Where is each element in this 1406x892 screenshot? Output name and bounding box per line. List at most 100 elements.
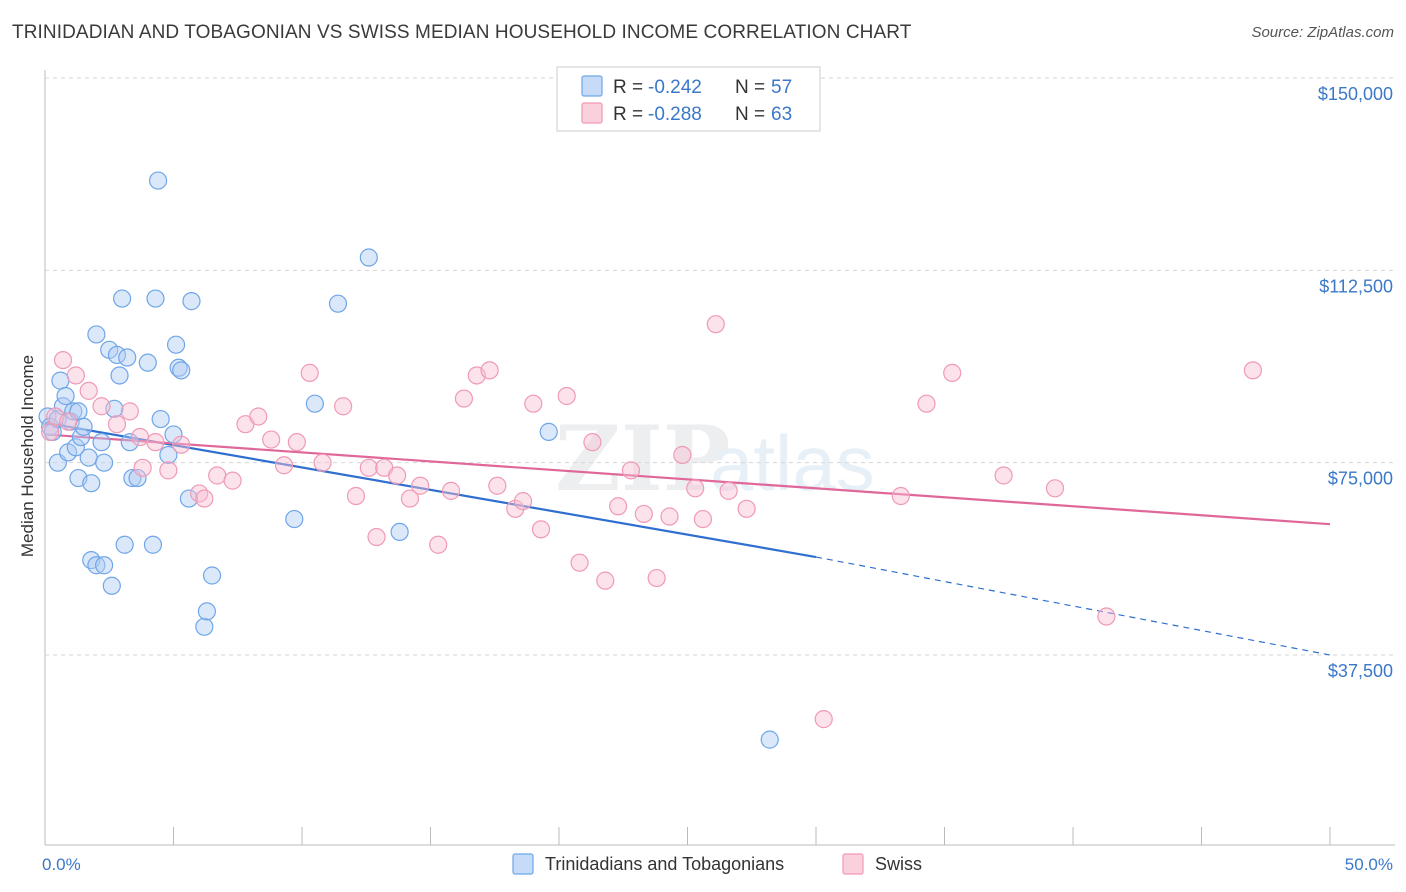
- swiss-point-30: [387, 466, 407, 485]
- swiss-point-57: [737, 499, 756, 518]
- legend-n-label-1: N =: [735, 77, 765, 98]
- swiss-point-42: [531, 520, 551, 539]
- swiss-point-24: [313, 453, 332, 472]
- trinidadian-point-54: [390, 522, 409, 542]
- trinidadian-point-22: [95, 556, 114, 575]
- swiss-point-50: [647, 568, 666, 588]
- y-tick-label-37500: $37,500: [1328, 661, 1393, 681]
- trinidadian-point-37: [146, 289, 165, 308]
- swiss-point-53: [686, 479, 705, 498]
- trinidadian-point-21: [92, 433, 111, 452]
- swiss-point-45: [583, 433, 602, 452]
- trinidadian-point-15: [74, 417, 93, 436]
- legend-r-value-2: -0.288: [648, 104, 702, 125]
- swiss-point-26: [346, 486, 366, 506]
- swiss-point-63: [1045, 479, 1065, 498]
- series-legend-label-swiss: Swiss: [875, 854, 922, 874]
- legend-r-value-1: -0.242: [648, 77, 702, 98]
- y-axis-label: Median Household Income: [18, 355, 37, 557]
- swiss-point-2: [53, 350, 73, 370]
- legend-swatch-trinidadian: [581, 75, 603, 97]
- trinidadian-point-49: [202, 566, 222, 585]
- trinidadian-point-50: [285, 509, 304, 529]
- data-points: [38, 171, 1263, 749]
- swiss-point-55: [706, 315, 725, 334]
- swiss-point-59: [891, 486, 910, 506]
- swiss-point-52: [673, 445, 692, 465]
- swiss-point-60: [917, 394, 936, 413]
- swiss-point-21: [274, 456, 294, 475]
- trinidadian-point-45: [179, 489, 199, 508]
- swiss-point-23: [300, 363, 319, 383]
- legend-r-label-1: R =: [613, 77, 643, 98]
- swiss-point-56: [719, 481, 738, 500]
- swiss-point-8: [120, 402, 139, 421]
- trinidadian-point-47: [195, 617, 214, 636]
- swiss-point-19: [249, 407, 268, 426]
- x-tick-label-min: 0.0%: [42, 855, 81, 874]
- swiss-point-43: [557, 386, 576, 406]
- gridlines: [45, 77, 1395, 656]
- swiss-point-34: [441, 481, 461, 500]
- trinidadian-point-42: [166, 335, 186, 354]
- swiss-point-7: [107, 415, 127, 434]
- trinidadian-point-23: [95, 453, 114, 472]
- swiss-point-65: [1243, 361, 1263, 380]
- swiss-point-37: [480, 361, 499, 380]
- swiss-point-27: [359, 458, 378, 477]
- swiss-point-12: [159, 461, 178, 480]
- trinidadian-point-43: [169, 358, 188, 377]
- trinidadian-point-52: [328, 294, 348, 313]
- swiss-point-40: [513, 492, 533, 511]
- trinidadian-point-5: [51, 371, 70, 390]
- trinidadian-point-53: [359, 248, 378, 267]
- legend-n-value-1: 57: [771, 77, 792, 98]
- trinidadian-point-40: [159, 445, 178, 465]
- trinidadian-point-51: [305, 394, 324, 413]
- trinidadian-point-19: [87, 556, 106, 575]
- swiss-point-6: [92, 397, 111, 416]
- trend-lines: [44, 421, 1331, 656]
- chart-title: TRINIDADIAN AND TOBAGONIAN VS SWISS MEDI…: [12, 22, 912, 43]
- trinidadian-point-35: [138, 353, 157, 372]
- swiss-point-10: [133, 458, 152, 477]
- swiss-point-64: [1097, 607, 1116, 626]
- y-tick-label-112500: $112,500: [1319, 276, 1393, 296]
- swiss-point-14: [190, 484, 209, 503]
- swiss-point-47: [609, 497, 628, 516]
- swiss-point-5: [79, 381, 98, 400]
- trinidadian-point-29: [112, 289, 132, 308]
- trinidadian-trend-line: [44, 421, 817, 559]
- swiss-point-9: [130, 427, 150, 447]
- correlation-legend: R = -0.242 N = 57 R = -0.288 N = 63: [556, 66, 821, 132]
- swiss-point-25: [334, 397, 353, 416]
- swiss-trend-line: [44, 433, 1331, 526]
- swiss-point-32: [411, 476, 430, 495]
- x-tick-label-max: 50.0%: [1345, 855, 1393, 874]
- trinidadian-point-34: [128, 468, 147, 488]
- swiss-point-0: [41, 422, 60, 441]
- trinidadian-point-46: [182, 292, 201, 311]
- swiss-point-62: [994, 466, 1013, 485]
- trinidadian-point-39: [151, 409, 170, 429]
- swiss-point-39: [506, 499, 525, 518]
- series-legend-swatch-swiss: [842, 853, 864, 875]
- trinidadian-point-30: [115, 535, 134, 554]
- swiss-point-46: [596, 571, 615, 590]
- swiss-point-54: [693, 509, 713, 529]
- trinidadian-point-44: [172, 361, 191, 380]
- trinidadian-point-31: [118, 348, 137, 367]
- swiss-point-11: [146, 433, 165, 452]
- swiss-point-16: [208, 466, 227, 485]
- trinidadian-point-11: [66, 438, 85, 457]
- swiss-point-13: [172, 435, 191, 454]
- legend-r-label-2: R =: [613, 104, 643, 125]
- y-tick-labels: $37,500 $75,000 $112,500 $150,000: [1318, 84, 1393, 681]
- series-legend: Trinidadians and Tobagonians Swiss: [512, 853, 922, 875]
- swiss-point-22: [287, 433, 306, 452]
- trinidadian-point-1: [41, 417, 60, 436]
- swiss-point-61: [943, 363, 962, 383]
- trinidadian-point-32: [120, 433, 139, 452]
- watermark: ZIP atlas: [555, 406, 875, 512]
